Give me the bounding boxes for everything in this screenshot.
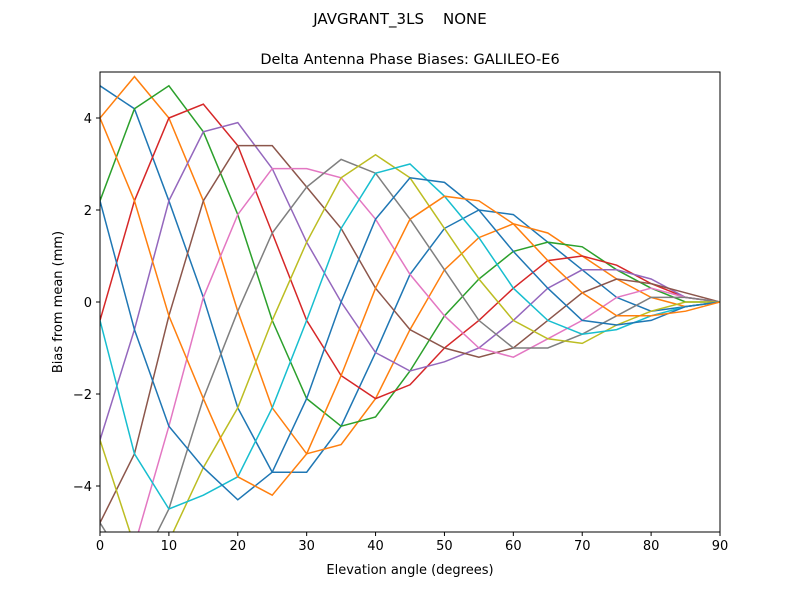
y-axis-label: Bias from mean (mm): [51, 231, 66, 373]
x-axis: 0 10 20 30 40 50 60 70 80 90: [96, 532, 728, 554]
series-line-az-9: [100, 163, 720, 510]
x-tick-label: 10: [161, 539, 178, 554]
x-tick-label: 50: [436, 539, 453, 554]
series-line-az-3: [100, 103, 720, 400]
y-tick-label: 4: [84, 112, 92, 127]
series-line-az-10: [100, 177, 720, 501]
x-axis-label: Elevation angle (degrees): [326, 563, 493, 578]
series-line-az-5: [100, 144, 720, 524]
x-tick-label: 40: [367, 539, 384, 554]
y-tick-label: 0: [84, 296, 92, 311]
series-line-az-8: [100, 153, 720, 532]
y-tick-label: −4: [73, 480, 92, 495]
series-line-az-11: [100, 117, 720, 497]
y-tick-label: 2: [84, 204, 92, 219]
x-tick-label: 20: [230, 539, 247, 554]
x-tick-label: 90: [712, 539, 729, 554]
series-line-az-0: [100, 85, 720, 473]
x-tick-label: 30: [298, 539, 315, 554]
series-line-az-6: [137, 167, 720, 532]
x-tick-label: 0: [96, 539, 104, 554]
series-line-az-4: [100, 121, 720, 441]
series-lines: [100, 75, 720, 532]
x-tick-label: 70: [574, 539, 591, 554]
x-tick-label: 80: [643, 539, 660, 554]
chart-title: Delta Antenna Phase Biases: GALILEO-E6: [260, 52, 559, 68]
x-tick-label: 60: [505, 539, 522, 554]
y-tick-label: −2: [73, 388, 92, 403]
y-axis: −4 −2 0 2 4: [73, 112, 100, 495]
chart-suptitle: JAVGRANT_3LS NONE: [312, 10, 487, 29]
series-line-az-7: [100, 158, 720, 532]
series-line-az-1: [100, 75, 720, 455]
